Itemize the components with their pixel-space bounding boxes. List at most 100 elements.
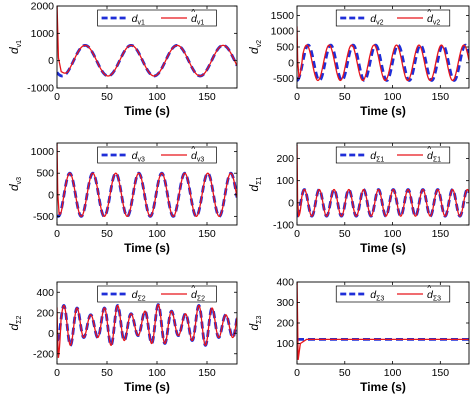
y-tick-label: 100 xyxy=(276,338,294,350)
legend-entry-2: dΣ2 xyxy=(191,289,205,303)
x-tick-label: 150 xyxy=(432,228,450,240)
legend-entry-1: dv1 xyxy=(132,13,145,27)
y-axis-label-main: d xyxy=(7,323,21,330)
series-estimate-line xyxy=(57,143,237,218)
series-estimate-line xyxy=(57,6,237,77)
x-tick-label: 0 xyxy=(294,228,300,240)
x-axis-label: Time (s) xyxy=(360,104,406,118)
series-reference-line xyxy=(57,303,237,347)
y-tick-label: -100 xyxy=(273,220,294,232)
x-tick-label: 0 xyxy=(54,367,60,379)
axes-frame xyxy=(56,142,238,226)
y-tick-label: 1000 xyxy=(31,146,55,158)
y-tick-label: -500 xyxy=(273,73,294,85)
legend: dv3 dv3^ xyxy=(97,145,217,164)
y-tick-label: 1500 xyxy=(271,10,295,22)
y-tick-label: 0 xyxy=(48,328,54,340)
legend-entry-sub: v3 xyxy=(137,157,145,164)
y-tick-label: 1000 xyxy=(271,26,295,38)
y-tick-label: 500 xyxy=(276,42,294,54)
x-tick-label: 100 xyxy=(384,228,402,240)
hat-icon: ^ xyxy=(191,8,195,17)
x-tick-label: 100 xyxy=(384,367,402,379)
legend-entry-main: d xyxy=(370,13,377,25)
legend: dv1 dv1^ xyxy=(97,8,217,27)
y-axis-label: dΣ3 xyxy=(247,315,263,330)
x-tick-label: 150 xyxy=(198,91,216,103)
legend-entry-sub: v1 xyxy=(197,20,205,27)
x-axis-label: Time (s) xyxy=(124,104,170,118)
y-tick-label: 200 xyxy=(276,318,294,330)
x-axis-label: Time (s) xyxy=(124,380,170,394)
plot-area xyxy=(297,144,469,218)
y-tick-label: 100 xyxy=(276,175,294,187)
y-axis-label-sub: v2 xyxy=(256,40,263,48)
x-tick-label: 100 xyxy=(148,228,166,240)
legend-entry-sub: v2 xyxy=(376,20,384,27)
x-tick-label: 50 xyxy=(339,91,351,103)
y-axis-label: dv2 xyxy=(247,40,263,54)
x-tick-label: 150 xyxy=(432,91,450,103)
y-axis-label: dΣ1 xyxy=(247,176,263,191)
y-tick-label: 0 xyxy=(288,197,294,209)
y-axis-label-sub: v1 xyxy=(16,40,23,48)
legend-entry-sub: Σ3 xyxy=(433,296,441,303)
legend-entry-sub: v1 xyxy=(137,20,145,27)
x-axis-label: Time (s) xyxy=(360,241,406,255)
x-tick-label: 0 xyxy=(54,228,60,240)
y-tick-label: 200 xyxy=(36,307,54,319)
legend-entry-sub: Σ1 xyxy=(376,157,384,164)
series-estimate-line xyxy=(297,26,469,82)
legend-box xyxy=(335,285,451,303)
legend-entry-main: d xyxy=(132,13,139,25)
hat-icon: ^ xyxy=(427,145,431,154)
legend-entry-main: d xyxy=(191,150,198,162)
y-axis-label: dv3 xyxy=(7,177,23,191)
series-estimate-line xyxy=(57,303,237,358)
legend-entry-main: d xyxy=(191,13,198,25)
y-axis-label-sub: Σ1 xyxy=(256,176,263,184)
legend-entry-sub: v3 xyxy=(197,157,205,164)
y-tick-label: 500 xyxy=(36,168,54,180)
x-tick-label: 50 xyxy=(339,367,351,379)
x-tick-label: 50 xyxy=(101,91,113,103)
series-reference-line xyxy=(297,43,469,82)
y-tick-label: 1000 xyxy=(31,28,55,40)
x-tick-label: 100 xyxy=(384,91,402,103)
series-estimate-line xyxy=(297,144,469,218)
axes-frame xyxy=(56,5,238,89)
x-tick-label: 0 xyxy=(54,91,60,103)
legend-entry-1: dΣ2 xyxy=(132,289,146,303)
x-tick-label: 50 xyxy=(339,228,351,240)
legend-entry-main: d xyxy=(132,150,139,162)
legend-entry-1: dv3 xyxy=(132,150,145,164)
x-tick-label: 0 xyxy=(294,91,300,103)
y-axis-label-sub: v3 xyxy=(16,177,23,185)
x-axis-label: Time (s) xyxy=(124,241,170,255)
axes-frame xyxy=(56,281,238,365)
y-axis-label-sub: Σ3 xyxy=(256,315,263,323)
plot-area xyxy=(297,282,469,360)
y-axis-label-main: d xyxy=(247,47,261,54)
y-tick-label: 0 xyxy=(288,57,294,69)
legend-entry-sub: Σ2 xyxy=(137,296,145,303)
y-tick-label: 0 xyxy=(48,55,54,67)
y-tick-label: -500 xyxy=(33,211,54,223)
legend-entry-1: dΣ1 xyxy=(370,150,384,164)
y-axis-label: dv1 xyxy=(7,40,23,54)
legend: dv2 dv2^ xyxy=(335,8,451,27)
legend-entry-sub: Σ2 xyxy=(197,296,205,303)
x-tick-label: 150 xyxy=(432,367,450,379)
y-tick-label: -200 xyxy=(33,348,54,360)
x-tick-label: 150 xyxy=(198,228,216,240)
hat-icon: ^ xyxy=(427,8,431,17)
legend-entry-main: d xyxy=(370,150,377,162)
legend-entry-2: dΣ1 xyxy=(427,150,441,164)
legend: dΣ1 dΣ1^ xyxy=(335,145,451,164)
x-axis-label: Time (s) xyxy=(360,380,406,394)
y-tick-label: 400 xyxy=(276,277,294,289)
legend-box xyxy=(335,146,451,164)
